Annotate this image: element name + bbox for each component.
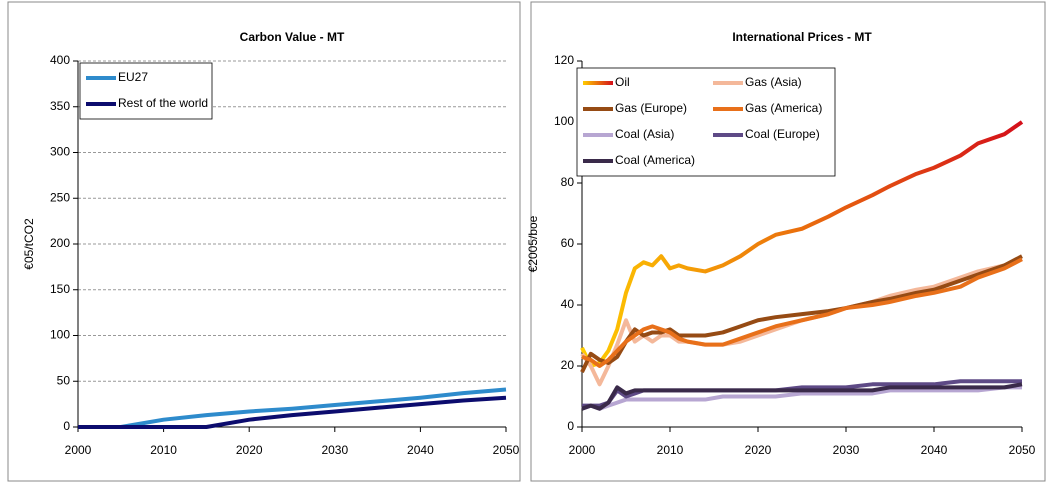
chart-title: International Prices - MT xyxy=(732,30,872,44)
y-tick-label: 350 xyxy=(50,99,70,113)
legend-label: Oil xyxy=(615,75,630,89)
y-tick-label: 50 xyxy=(57,373,71,387)
y-tick-label: 250 xyxy=(50,190,70,204)
x-tick-label: 2030 xyxy=(321,443,348,457)
legend-label: EU27 xyxy=(118,70,148,84)
x-tick-label: 2040 xyxy=(921,443,948,457)
x-tick-label: 2050 xyxy=(493,443,520,457)
y-tick-label: 150 xyxy=(50,282,70,296)
legend-label: Gas (Europe) xyxy=(615,101,687,115)
y-tick-label: 0 xyxy=(567,419,574,433)
y-tick-label: 20 xyxy=(561,358,575,372)
y-tick-label: 120 xyxy=(554,53,574,67)
x-tick-label: 2000 xyxy=(569,443,596,457)
y-tick-label: 80 xyxy=(561,175,575,189)
x-tick-label: 2020 xyxy=(745,443,772,457)
y-tick-label: 100 xyxy=(554,114,574,128)
legend-label: Coal (Europe) xyxy=(745,127,820,141)
x-tick-label: 2050 xyxy=(1009,443,1036,457)
x-tick-label: 2010 xyxy=(657,443,684,457)
y-axis-label: €05/tCO2 xyxy=(22,218,36,270)
y-tick-label: 100 xyxy=(50,328,70,342)
series-line xyxy=(581,385,1022,411)
y-axis-label: €2005/boe xyxy=(526,215,540,272)
y-tick-label: 60 xyxy=(561,236,575,250)
x-tick-label: 2000 xyxy=(65,443,92,457)
x-tick-label: 2040 xyxy=(407,443,434,457)
y-tick-label: 200 xyxy=(50,236,70,250)
series-line xyxy=(581,382,1023,411)
y-tick-label: 400 xyxy=(50,53,70,67)
y-tick-label: 40 xyxy=(561,297,575,311)
legend-label: Coal (Asia) xyxy=(615,127,674,141)
series-line xyxy=(78,387,507,429)
legend-box xyxy=(576,67,836,177)
series-line xyxy=(581,257,1023,368)
series-line xyxy=(78,395,507,429)
legend-label: Coal (America) xyxy=(615,153,695,167)
x-tick-label: 2020 xyxy=(236,443,263,457)
legend-label: Gas (America) xyxy=(745,101,822,115)
y-tick-label: 300 xyxy=(50,145,70,159)
legend-box xyxy=(79,62,213,120)
legend-label: Gas (Asia) xyxy=(745,75,802,89)
y-tick-label: 0 xyxy=(63,419,70,433)
chart-title: Carbon Value - MT xyxy=(240,30,345,44)
series-line xyxy=(580,120,1024,368)
legend-label: Rest of the world xyxy=(118,96,208,110)
x-tick-label: 2030 xyxy=(833,443,860,457)
x-tick-label: 2010 xyxy=(150,443,177,457)
